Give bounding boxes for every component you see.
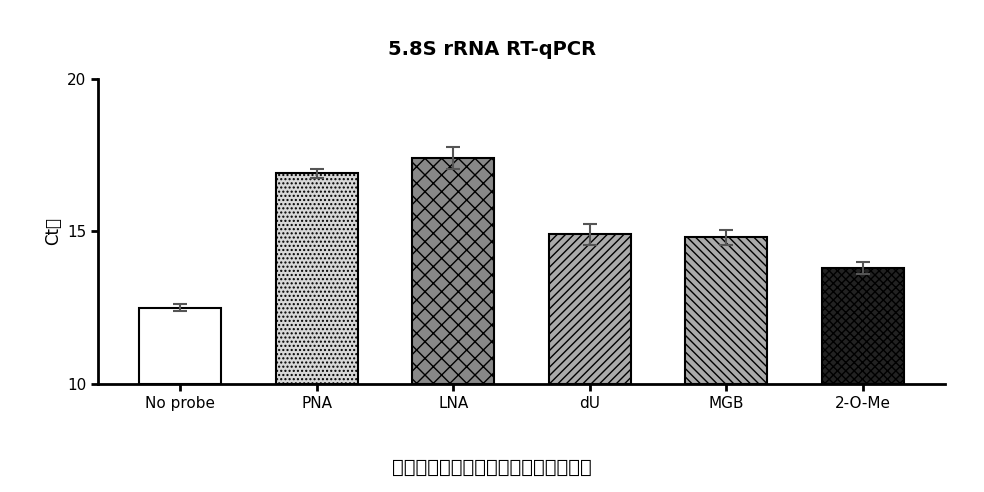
Bar	[276, 173, 358, 384]
Bar	[685, 237, 768, 384]
Text: 不同修饰种类探针对逆转录的抑制作用: 不同修饰种类探针对逆转录的抑制作用	[393, 458, 591, 477]
Bar	[822, 268, 903, 384]
Text: 5.8S rRNA RT-qPCR: 5.8S rRNA RT-qPCR	[388, 40, 596, 59]
Bar	[412, 158, 494, 384]
Bar	[549, 234, 631, 384]
Y-axis label: Ct値: Ct値	[44, 217, 62, 245]
Bar	[140, 308, 221, 384]
